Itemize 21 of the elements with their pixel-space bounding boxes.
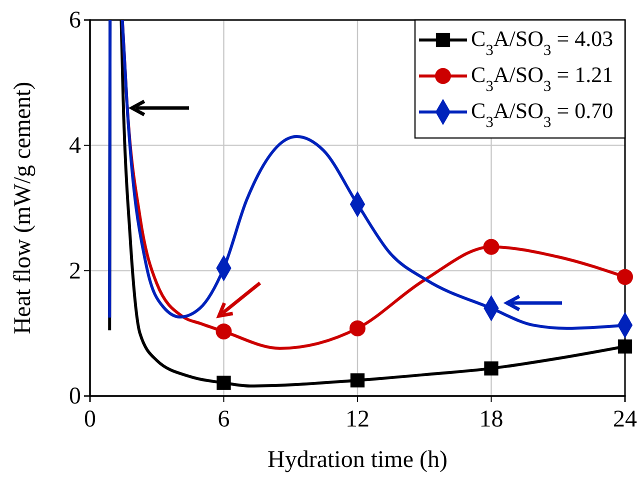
y-tick-label: 4 [69, 133, 81, 160]
y-axis-title: Heat flow (mW/g cement) [10, 82, 36, 334]
legend-label: C$_{3}$A/SO$_{3}$ = 4.03 [471, 26, 614, 58]
y-tick-label: 2 [69, 258, 81, 284]
legend-label: C$_{3}$A/SO$_{3}$ = 0.70 [471, 98, 614, 130]
x-tick-label: 24 [613, 406, 637, 433]
y-tick-label: 0 [69, 384, 81, 410]
x-tick-label: 12 [346, 406, 370, 433]
x-tick-label: 18 [479, 406, 504, 433]
point [618, 339, 632, 354]
y-tick-label: 6 [69, 8, 81, 34]
x-tick-label: 6 [218, 406, 230, 433]
point [216, 376, 231, 390]
point [617, 268, 633, 285]
x-axis-title: Hydration time (h) [268, 447, 448, 473]
point [216, 323, 232, 340]
legend-label: C$_{3}$A/SO$_{3}$ = 1.21 [471, 62, 614, 94]
point [484, 361, 498, 376]
point [350, 373, 365, 388]
point [350, 320, 366, 336]
point [483, 238, 500, 255]
